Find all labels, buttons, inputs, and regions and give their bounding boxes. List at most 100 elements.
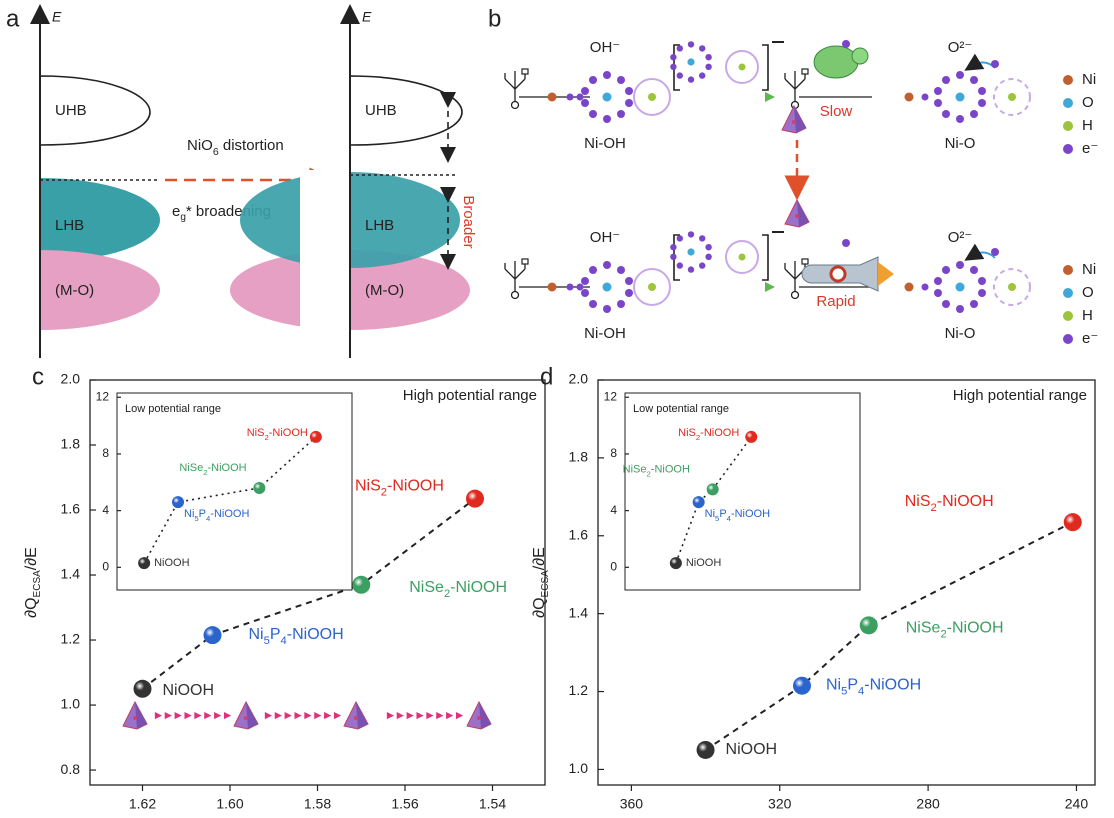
data-point <box>1063 513 1082 532</box>
band-label: LHB <box>365 217 394 234</box>
ni-atom <box>904 282 914 292</box>
point-label: NiSe2-NiOOH <box>623 463 690 478</box>
text-part: Ni <box>826 677 841 694</box>
data-point <box>253 481 266 494</box>
chevrons: ►►►►►►►► <box>384 708 463 722</box>
text-part: NiO <box>187 137 213 154</box>
legend-label: O <box>1082 284 1094 301</box>
ni-atom <box>904 92 914 102</box>
band-label: (M-O) <box>365 282 404 299</box>
rocket-window <box>829 265 847 283</box>
legend-swatch <box>1063 98 1073 108</box>
text-part: NiSe <box>179 462 203 474</box>
text-part: NiOOH <box>726 741 778 758</box>
text-part: -NiOOH <box>700 427 739 439</box>
text-part: 2 <box>264 432 268 441</box>
text-part: 5 <box>264 635 270 647</box>
band-label: LHB <box>55 217 84 234</box>
o-ring <box>670 41 712 83</box>
text-part: Ni <box>184 508 194 520</box>
speed-label: Slow <box>820 103 853 120</box>
panel-label: d <box>540 363 553 390</box>
legend-swatch <box>1063 334 1073 344</box>
text-part: 4 <box>858 686 864 698</box>
text-part: P <box>270 626 281 643</box>
data-point <box>669 557 682 570</box>
text-part: 4 <box>206 514 211 523</box>
text-part: NiSe <box>623 463 647 475</box>
y-tick-label: 0 <box>610 559 617 573</box>
species-label: Ni-O <box>945 135 976 152</box>
text-part: g <box>180 212 186 223</box>
ion-label: O²⁻ <box>948 229 973 246</box>
h-ring <box>725 240 759 274</box>
h-atom <box>648 283 656 291</box>
text-part: NiSe <box>906 620 941 637</box>
y-tick-label: 12 <box>604 389 618 403</box>
text-part: NiOOH <box>163 682 215 699</box>
point-label: NiSe2-NiOOH <box>179 462 246 477</box>
legend-label: O <box>1082 94 1094 111</box>
o-ring <box>670 231 712 273</box>
point-label: Ni5P4-NiOOH <box>705 508 770 523</box>
text-part: -NiOOH <box>937 493 994 510</box>
electron <box>566 93 574 101</box>
point-label: Ni5P4-NiOOH <box>249 626 344 647</box>
electron <box>991 60 999 68</box>
turtle <box>813 45 859 79</box>
text-part: e <box>172 203 180 220</box>
data-point <box>792 676 811 695</box>
data-point <box>706 483 719 496</box>
arrow-head <box>765 282 775 292</box>
y-tick-label: 1.4 <box>61 566 81 582</box>
x-tick-label: 320 <box>768 796 792 812</box>
data-point <box>859 616 878 635</box>
row-slow: OH⁻ Ni-OH Slow O²⁻ Ni-O <box>504 39 1031 152</box>
y-axis-label: ∂QECSA/∂E <box>531 547 551 618</box>
transfer-arrow <box>964 243 996 261</box>
distortion-row: ►►►►►►►► ►►►►►►►► ►►►►►►►► <box>122 701 492 730</box>
legend-label: H <box>1082 307 1093 324</box>
text-part: NiS <box>905 493 931 510</box>
species-label: Ni-OH <box>584 325 626 342</box>
x-tick-label: 240 <box>1065 796 1089 812</box>
y-tick-label: 1.2 <box>61 631 81 647</box>
legend-swatch <box>1063 75 1073 85</box>
anion-label: OH⁻ <box>590 229 620 246</box>
legend-swatch <box>1063 121 1073 131</box>
mask <box>0 170 39 340</box>
legend-swatch <box>1063 265 1073 275</box>
text-part: Ni <box>249 626 264 643</box>
chevrons: ►►►►►►►► <box>262 708 341 722</box>
y-axis-label: ∂QECSA/∂E <box>23 547 43 618</box>
electron <box>842 40 850 48</box>
inset: 04812NiOOHNi5P4-NiOOHNiSe2-NiOOHNiS2-NiO… <box>96 389 353 591</box>
h-atom <box>738 63 746 71</box>
text-part: NiS <box>247 427 265 439</box>
y-tick-label: 8 <box>610 446 617 460</box>
panel-a: a E UHB LHB (M-O) NiO6 distortion eg* br… <box>0 4 477 358</box>
electron <box>921 93 929 101</box>
text-part: P <box>199 508 206 520</box>
point-label: NiS2-NiOOH <box>247 427 308 442</box>
text-part: -NiOOH <box>864 677 921 694</box>
text-part: 4 <box>281 635 287 647</box>
electron <box>576 283 584 291</box>
text-part: -NiOOH <box>287 626 344 643</box>
x-tick-label: 1.60 <box>216 796 243 812</box>
text-part: -NiOOH <box>947 620 1004 637</box>
text-part: NiOOH <box>154 557 190 569</box>
y-tick-label: 4 <box>102 503 109 517</box>
text-part: 2 <box>931 502 937 514</box>
h-atom <box>1008 93 1016 101</box>
h-atom <box>648 93 656 101</box>
text-part: 5 <box>841 686 847 698</box>
point-label: Ni5P4-NiOOH <box>184 508 249 523</box>
annotation: Low potential range <box>633 403 729 415</box>
uhb-band <box>39 75 151 146</box>
y-tick-label: 12 <box>96 389 110 403</box>
bracket <box>673 234 769 281</box>
tetrahedron <box>784 199 810 228</box>
data-point <box>745 430 758 443</box>
panel-label: b <box>488 5 501 32</box>
